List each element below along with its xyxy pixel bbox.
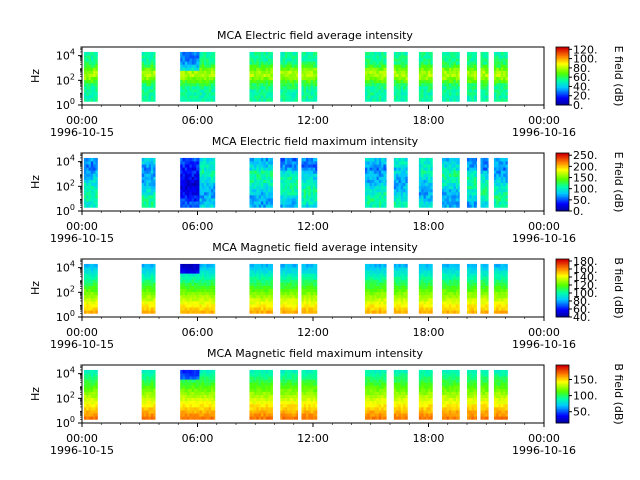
colorbar-label: B field (dB)	[612, 363, 625, 424]
x-tick-label: 18:00	[413, 114, 445, 127]
y-axis-label: Hz	[29, 387, 42, 401]
colorbar-tick-label: 100.	[573, 390, 598, 403]
colorbar-tick-label: 80.	[573, 295, 591, 308]
y-tick-label: 100	[56, 309, 75, 324]
x-tick-label: 00:00	[528, 220, 560, 233]
x-tick-label: 06:00	[182, 220, 214, 233]
colorbar-frame	[555, 46, 570, 106]
y-tick-label: 102	[56, 72, 75, 87]
colorbar-tick-label: 150.	[573, 172, 598, 185]
colorbar: 0.20.40.60.80.100.120.	[555, 43, 598, 112]
colorbar-tick-label: 40.	[573, 80, 591, 93]
x-date-label: 1996-10-15	[50, 444, 114, 457]
colorbar-frame	[555, 364, 570, 424]
x-tick-label: 00:00	[66, 220, 98, 233]
y-axis-label: Hz	[29, 175, 42, 189]
x-tick-label: 12:00	[297, 326, 329, 339]
colorbar-frame	[555, 152, 570, 212]
colorbar-tick-label: 50.	[573, 406, 591, 419]
x-tick-label: 00:00	[66, 432, 98, 445]
y-tick-label: 100	[56, 97, 75, 112]
heatmap	[83, 157, 508, 208]
x-tick-label: 06:00	[182, 326, 214, 339]
colorbar-tick-label: 20.	[573, 90, 591, 103]
colorbar-tick-label: 180.	[573, 255, 598, 268]
x-date-label: 1996-10-16	[512, 126, 576, 139]
x-tick-label: 06:00	[182, 114, 214, 127]
x-tick-label: 18:00	[413, 220, 445, 233]
y-tick-label: 104	[56, 154, 75, 169]
colorbar-tick-label: 120.	[573, 279, 598, 292]
colorbar: 0.50.100.150.200.250.	[555, 149, 598, 218]
y-axis-label: Hz	[29, 69, 42, 83]
colorbar-label: B field (dB)	[612, 257, 625, 318]
panel-title: MCA Magnetic field average intensity	[212, 241, 418, 254]
colorbar-label: E field (dB)	[612, 46, 625, 107]
x-tick-label: 12:00	[297, 432, 329, 445]
y-tick-label: 104	[56, 366, 75, 381]
x-date-label: 1996-10-15	[50, 232, 114, 245]
colorbar-tick-label: 60.	[573, 71, 591, 84]
panel-4: MCA Magnetic field maximum intensity 100 1…	[29, 347, 625, 457]
x-tick-label: 06:00	[182, 432, 214, 445]
colorbar-tick-label: 50.	[573, 194, 591, 207]
colorbar-tick-label: 60.	[573, 303, 591, 316]
panel-title: MCA Magnetic field maximum intensity	[207, 347, 423, 360]
x-date-label: 1996-10-15	[50, 338, 114, 351]
colorbar-tick-label: 140.	[573, 271, 598, 284]
y-tick-label: 102	[56, 284, 75, 299]
colorbar-tick-label: 100.	[573, 287, 598, 300]
x-tick-label: 00:00	[66, 326, 98, 339]
x-date-label: 1996-10-16	[512, 444, 576, 457]
colorbar-tick-label: 100.	[573, 53, 598, 66]
y-tick-label: 104	[56, 260, 75, 275]
x-date-label: 1996-10-16	[512, 338, 576, 351]
x-tick-label: 00:00	[528, 326, 560, 339]
colorbar-tick-label: 200.	[573, 160, 598, 173]
y-tick-label: 104	[56, 48, 75, 63]
x-date-label: 1996-10-15	[50, 126, 114, 139]
x-tick-label: 12:00	[297, 114, 329, 127]
x-tick-label: 18:00	[413, 326, 445, 339]
panel-title: MCA Electric field maximum intensity	[212, 135, 419, 148]
panel-1: MCA Electric field average intensity 100 1…	[29, 29, 625, 139]
x-date-label: 1996-10-16	[512, 232, 576, 245]
colorbar-tick-label: 40.	[573, 311, 591, 324]
colorbar-tick-label: 0.	[573, 99, 584, 112]
colorbar-frame	[555, 258, 570, 318]
y-axis-label: Hz	[29, 281, 42, 295]
x-tick-label: 00:00	[66, 114, 98, 127]
colorbar: 40.60.80.100.120.140.160.180.	[555, 255, 598, 324]
heatmap	[83, 51, 508, 102]
panel-title: MCA Electric field average intensity	[217, 29, 413, 42]
colorbar-tick-label: 120.	[573, 43, 598, 56]
colorbar-tick-label: 250.	[573, 149, 598, 162]
heatmap	[83, 263, 508, 314]
x-tick-label: 18:00	[413, 432, 445, 445]
colorbar-label: E field (dB)	[612, 152, 625, 213]
colorbar-tick-label: 150.	[573, 374, 598, 387]
x-tick-label: 00:00	[528, 432, 560, 445]
y-tick-label: 100	[56, 203, 75, 218]
y-tick-label: 102	[56, 178, 75, 193]
colorbar-tick-label: 100.	[573, 183, 598, 196]
y-tick-label: 100	[56, 415, 75, 430]
heatmap	[83, 369, 508, 420]
colorbar-tick-label: 160.	[573, 263, 598, 276]
panel-2: MCA Electric field maximum intensity 100 1…	[29, 135, 625, 245]
x-tick-label: 12:00	[297, 220, 329, 233]
y-tick-label: 102	[56, 390, 75, 405]
colorbar-tick-label: 80.	[573, 62, 591, 75]
x-tick-label: 00:00	[528, 114, 560, 127]
colorbar-tick-label: 0.	[573, 205, 584, 218]
colorbar: 50. 100. 150.	[555, 364, 598, 424]
panel-3: MCA Magnetic field average intensity 100 1…	[29, 241, 625, 351]
